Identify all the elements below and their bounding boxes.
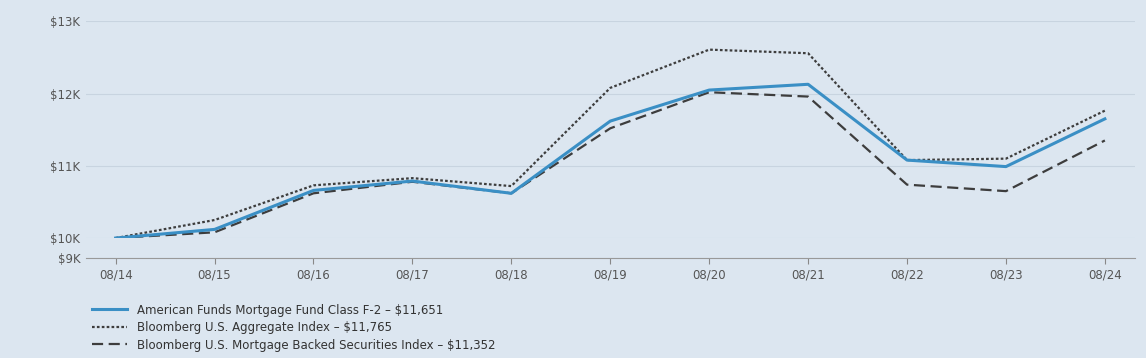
Line: Bloomberg U.S. Mortgage Backed Securities Index – $11,352: Bloomberg U.S. Mortgage Backed Securitie… [116, 92, 1105, 238]
Bloomberg U.S. Aggregate Index – $11,765 [207, 218, 221, 222]
Bloomberg U.S. Mortgage Backed Securities Index – $11,352 [1098, 138, 1112, 142]
Bloomberg U.S. Mortgage Backed Securities Index – $11,352 [109, 236, 123, 240]
American Funds Mortgage Fund Class F-2 – $11,651 [207, 227, 221, 232]
Bloomberg U.S. Aggregate Index – $11,765 [109, 236, 123, 240]
American Funds Mortgage Fund Class F-2 – $11,651 [307, 188, 321, 193]
Bloomberg U.S. Mortgage Backed Securities Index – $11,352 [406, 180, 419, 184]
American Funds Mortgage Fund Class F-2 – $11,651 [406, 179, 419, 183]
Bloomberg U.S. Aggregate Index – $11,765 [900, 158, 913, 162]
American Funds Mortgage Fund Class F-2 – $11,651 [1098, 117, 1112, 121]
Line: American Funds Mortgage Fund Class F-2 – $11,651: American Funds Mortgage Fund Class F-2 –… [116, 84, 1105, 238]
Bloomberg U.S. Mortgage Backed Securities Index – $11,352 [999, 189, 1013, 193]
Bloomberg U.S. Aggregate Index – $11,765 [999, 156, 1013, 161]
American Funds Mortgage Fund Class F-2 – $11,651 [109, 236, 123, 240]
Line: Bloomberg U.S. Aggregate Index – $11,765: Bloomberg U.S. Aggregate Index – $11,765 [116, 50, 1105, 238]
American Funds Mortgage Fund Class F-2 – $11,651 [702, 88, 716, 92]
Bloomberg U.S. Aggregate Index – $11,765 [702, 48, 716, 52]
American Funds Mortgage Fund Class F-2 – $11,651 [603, 119, 617, 123]
American Funds Mortgage Fund Class F-2 – $11,651 [900, 158, 913, 162]
Legend: American Funds Mortgage Fund Class F-2 – $11,651, Bloomberg U.S. Aggregate Index: American Funds Mortgage Fund Class F-2 –… [92, 304, 495, 352]
Bloomberg U.S. Mortgage Backed Securities Index – $11,352 [307, 191, 321, 195]
American Funds Mortgage Fund Class F-2 – $11,651 [504, 191, 518, 195]
Bloomberg U.S. Mortgage Backed Securities Index – $11,352 [504, 191, 518, 195]
Bloomberg U.S. Mortgage Backed Securities Index – $11,352 [207, 230, 221, 234]
American Funds Mortgage Fund Class F-2 – $11,651 [999, 164, 1013, 169]
Bloomberg U.S. Mortgage Backed Securities Index – $11,352 [900, 183, 913, 187]
Bloomberg U.S. Aggregate Index – $11,765 [1098, 108, 1112, 113]
Bloomberg U.S. Mortgage Backed Securities Index – $11,352 [801, 95, 815, 99]
Bloomberg U.S. Aggregate Index – $11,765 [406, 176, 419, 180]
Bloomberg U.S. Aggregate Index – $11,765 [307, 183, 321, 188]
American Funds Mortgage Fund Class F-2 – $11,651 [801, 82, 815, 86]
Bloomberg U.S. Aggregate Index – $11,765 [504, 184, 518, 188]
Bloomberg U.S. Aggregate Index – $11,765 [801, 51, 815, 55]
Bloomberg U.S. Mortgage Backed Securities Index – $11,352 [603, 126, 617, 130]
Bloomberg U.S. Mortgage Backed Securities Index – $11,352 [702, 90, 716, 95]
Bloomberg U.S. Aggregate Index – $11,765 [603, 86, 617, 90]
